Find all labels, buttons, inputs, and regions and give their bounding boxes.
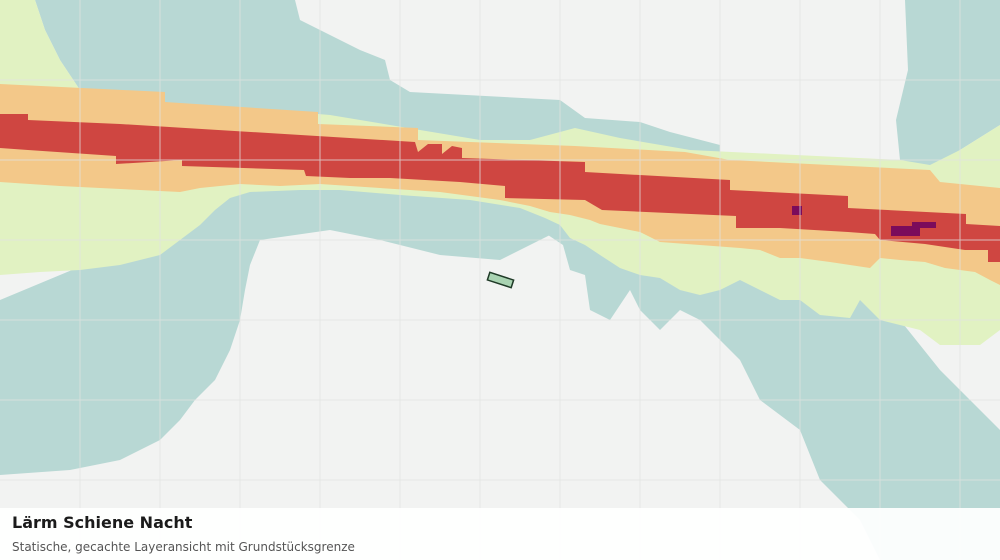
noise-band-5 bbox=[792, 206, 936, 236]
map-caption: Lärm Schiene Nacht Statische, gecachte L… bbox=[0, 508, 1000, 560]
parcel-boundary[interactable] bbox=[486, 271, 515, 289]
noise-band-4 bbox=[0, 114, 1000, 262]
map-title: Lärm Schiene Nacht bbox=[12, 513, 193, 532]
map-subtitle: Statische, gecachte Layeransicht mit Gru… bbox=[12, 540, 355, 554]
